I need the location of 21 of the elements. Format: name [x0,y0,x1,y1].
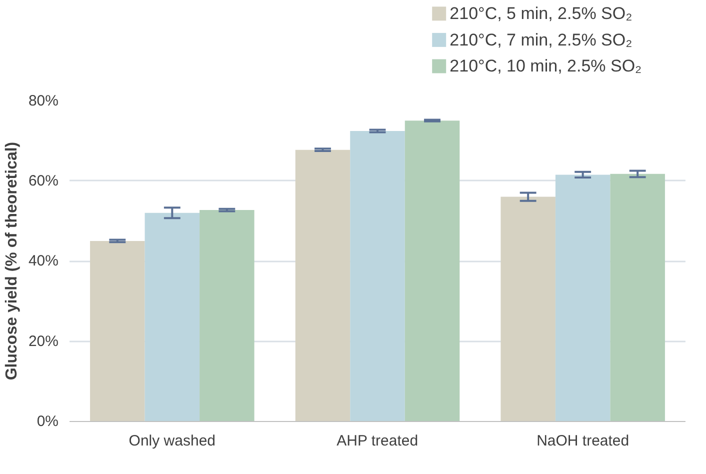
y-tick-label: 0% [36,413,59,430]
bar [610,174,665,422]
y-tick-label: 20% [28,332,59,350]
bar [404,120,460,422]
y-tick-label: 60% [28,172,59,190]
y-tick-label: 40% [28,252,59,270]
y-axis-title: Glucose yield (% of theoretical) [3,142,20,380]
legend-label: 210°C, 7 min, 2.5% SO₂ [450,30,632,50]
bar [90,240,145,422]
legend-label: 210°C, 10 min, 2.5% SO₂ [450,56,642,76]
bar [555,174,610,422]
bar [350,130,405,422]
x-tick-label: NaOH treated [536,432,630,450]
bar [144,212,200,422]
x-tick-label: Only washed [128,432,216,450]
bar [500,196,556,422]
y-tick-label: 80% [28,92,59,110]
legend-label: 210°C, 5 min, 2.5% SO₂ [450,4,632,24]
x-tick-label: AHP treated [336,432,418,450]
bar [295,150,350,422]
bar [200,210,254,422]
